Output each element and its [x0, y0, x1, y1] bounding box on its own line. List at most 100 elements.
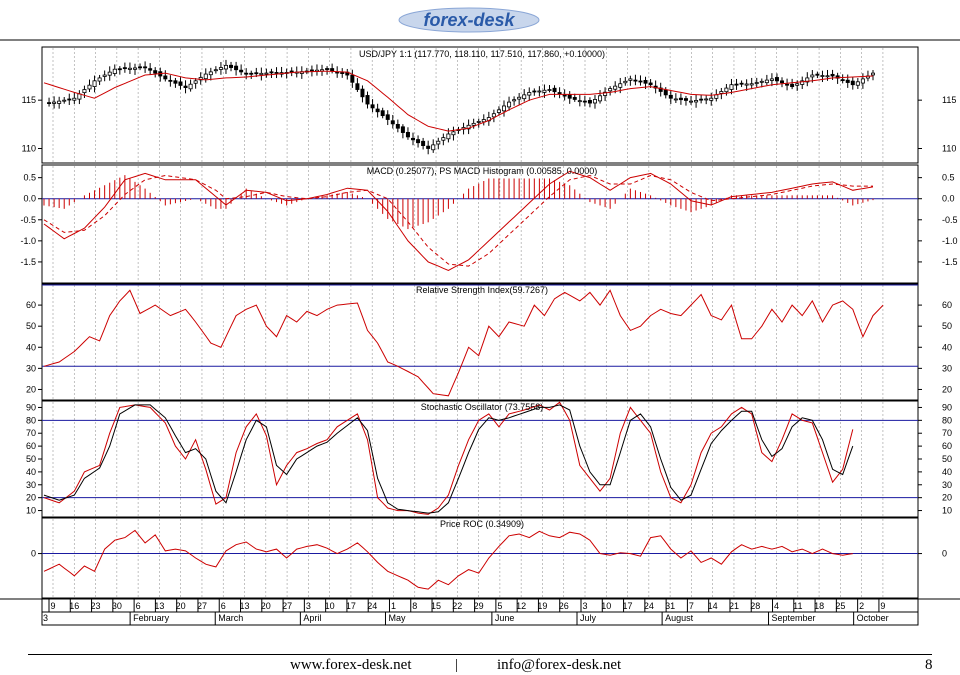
candle-body	[264, 72, 269, 75]
candle-body	[820, 75, 825, 77]
candle-body	[405, 131, 410, 138]
x-axis-day-label: 24	[367, 601, 377, 611]
panel-title: MACD (0.25077), PS MACD Histogram (0.005…	[367, 166, 598, 176]
x-axis-month-label: July	[580, 613, 597, 623]
x-axis-day-label: 4	[774, 601, 779, 611]
candle-body	[673, 98, 678, 101]
macd-histogram	[43, 175, 874, 230]
candle-body	[805, 77, 810, 83]
candle-body	[623, 80, 628, 84]
candle-body	[618, 83, 623, 88]
candle-body	[683, 98, 688, 101]
x-axis-day-label: 12	[516, 601, 526, 611]
panel-border	[41, 517, 919, 599]
candle-body	[719, 91, 724, 94]
candle-body	[350, 74, 355, 83]
y-tick-label-right: -1.0	[942, 236, 958, 246]
candle-body	[370, 104, 375, 109]
candle-body	[567, 94, 572, 99]
x-axis-month-label: August	[665, 613, 694, 623]
candle-body	[208, 71, 213, 76]
candle-body	[259, 72, 264, 76]
y-tick-label-right: 40	[942, 467, 952, 477]
stochastic-k-line	[43, 401, 854, 515]
y-tick-label-right: 30	[942, 480, 952, 490]
y-tick-label-left: 20	[26, 493, 36, 503]
candle-body	[436, 140, 441, 145]
chart-frame	[0, 39, 960, 626]
y-tick-label-right: 20	[942, 384, 952, 394]
x-axis-day-label: 1	[391, 601, 396, 611]
x-axis-day-label: 26	[559, 601, 569, 611]
candle-body	[754, 82, 759, 84]
x-axis-day-label: 25	[835, 601, 845, 611]
candle-body	[638, 80, 643, 83]
y-tick-label-left: 40	[26, 467, 36, 477]
candle-body	[527, 92, 532, 96]
candle-body	[678, 97, 683, 101]
panel-title: USD/JPY 1:1 (117.770, 118.110, 117.510, …	[359, 49, 605, 59]
candle-body	[759, 80, 764, 83]
candle-body	[340, 72, 345, 74]
y-tick-label-left: 50	[26, 321, 36, 331]
candle-body	[598, 95, 603, 102]
candle-body	[309, 69, 314, 72]
stochastic-d-line	[43, 404, 854, 514]
candle-body	[431, 144, 436, 151]
candle-body	[552, 87, 557, 93]
x-axis: 39 16 23 30 6 13 20 27 6 13 20 27 3 10 17 24 1 8 15 22 29 5 12…	[43, 599, 889, 625]
candle-body	[709, 97, 714, 101]
chart-grid	[52, 48, 884, 597]
candle-body	[143, 66, 148, 69]
candle-body	[633, 79, 638, 82]
candle-body	[67, 98, 72, 101]
candle-body	[360, 88, 365, 98]
y-tick-label-left: 110	[22, 144, 36, 154]
footer-email[interactable]: info@forex-desk.net	[497, 657, 622, 673]
macd-signal-line	[43, 174, 873, 267]
candle-body	[365, 95, 370, 105]
candle-body	[744, 83, 749, 86]
candle-body	[390, 120, 395, 125]
x-axis-month-label: May	[388, 613, 406, 623]
x-axis-day-label: 9	[50, 601, 55, 611]
moving-average-line	[43, 70, 874, 132]
x-axis-day-label: 10	[325, 601, 335, 611]
y-tick-label-left: -1.5	[20, 257, 36, 267]
x-axis-day-label: 3	[43, 613, 48, 623]
candle-body	[127, 67, 132, 70]
candle-body	[572, 97, 577, 100]
candle-body	[223, 64, 228, 70]
x-axis-day-label: 19	[537, 601, 547, 611]
x-axis-day-label: 23	[91, 601, 101, 611]
x-axis-day-label: 20	[261, 601, 271, 611]
candle-body	[330, 68, 335, 72]
candle-body	[507, 101, 512, 108]
candle-body	[335, 71, 340, 74]
tick-labels: 110 110 115 115 0.5 0.5 0.0 0.0 -0.5 -0.5 -1.0 -1.0…	[20, 95, 957, 558]
candle-body	[57, 100, 62, 104]
candle-body	[532, 90, 537, 93]
candle-body	[845, 79, 850, 83]
candle-body	[628, 78, 633, 81]
footer: www.forex-desk.net | info@forex-desk.net…	[0, 650, 960, 675]
y-tick-label-right: 10	[942, 506, 952, 516]
macd-line	[43, 170, 874, 271]
candle-body	[441, 137, 446, 141]
y-tick-label-left: 60	[26, 441, 36, 451]
candle-body	[795, 83, 800, 86]
candle-body	[395, 123, 400, 129]
candle-body	[780, 80, 785, 84]
candle-body	[87, 84, 92, 90]
candle-body	[385, 114, 390, 120]
x-axis-day-label: 27	[282, 601, 292, 611]
candle-body	[132, 67, 137, 70]
candle-body	[274, 72, 279, 74]
y-tick-label-right: 0	[942, 549, 947, 559]
candle-body	[729, 84, 734, 90]
footer-website[interactable]: www.forex-desk.net	[290, 657, 412, 673]
candle-body	[476, 121, 481, 123]
y-tick-label-left: 0.5	[23, 173, 36, 183]
candle-body	[739, 82, 744, 85]
